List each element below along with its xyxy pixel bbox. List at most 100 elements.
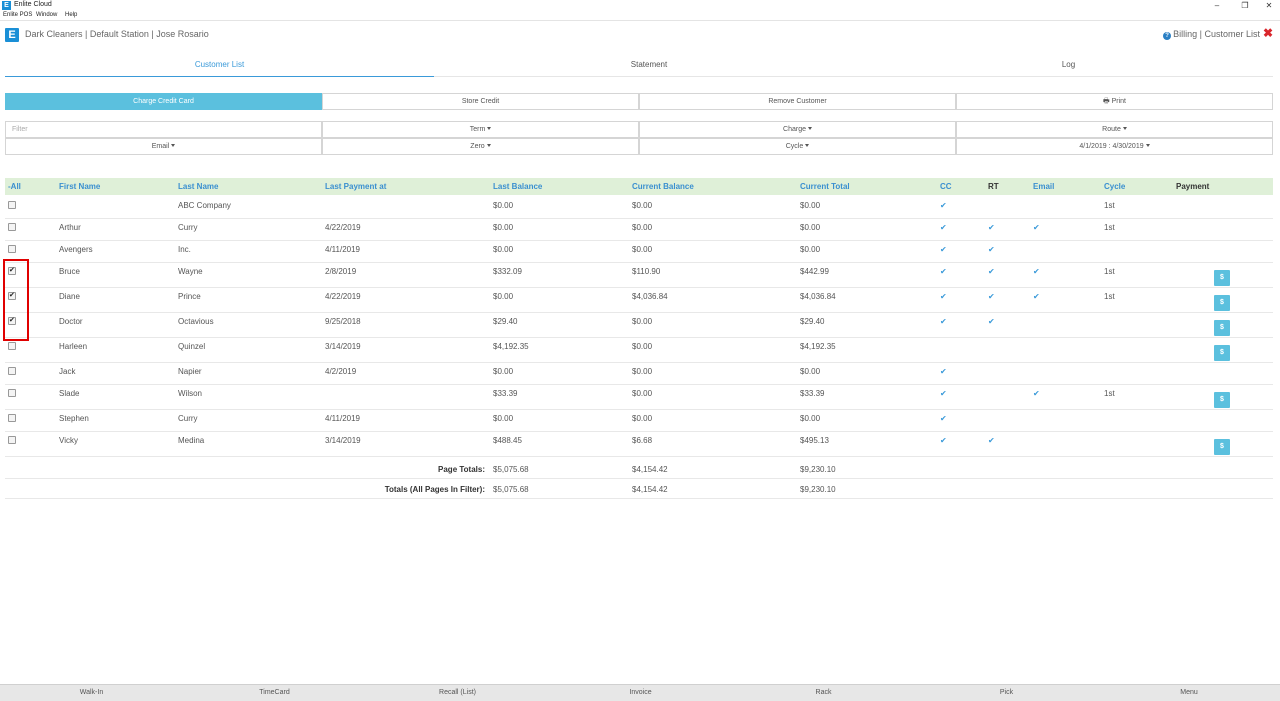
table-row: Vicky Medina 3/14/2019 $488.45 $6.68 $495.13 ✔… bbox=[5, 432, 1273, 457]
column-header-current-balance[interactable]: Current Balance bbox=[632, 182, 694, 191]
row-select-checkbox[interactable] bbox=[8, 223, 16, 231]
chevron-down-icon bbox=[807, 127, 812, 130]
window-close-button[interactable]: ✕ bbox=[1265, 1, 1273, 10]
email-dropdown[interactable]: Email bbox=[5, 138, 322, 155]
column-header-last-payment[interactable]: Last Payment at bbox=[325, 182, 387, 191]
print-button[interactable]: 🖶 Print bbox=[956, 93, 1273, 110]
last-balance-cell: $0.00 bbox=[493, 414, 514, 423]
cc-check-icon: ✔ bbox=[940, 292, 947, 301]
column-header-last-name[interactable]: Last Name bbox=[178, 182, 219, 191]
bottom-timecard-button[interactable]: TimeCard bbox=[259, 689, 290, 696]
column-header-last-balance[interactable]: Last Balance bbox=[493, 182, 543, 191]
payment-button[interactable]: $ bbox=[1214, 269, 1230, 286]
last-name-cell: Octavious bbox=[178, 317, 214, 326]
row-select-checkbox[interactable] bbox=[8, 414, 16, 422]
bottom-pick-button[interactable]: Pick bbox=[999, 689, 1014, 696]
all-totals-row: Totals (All Pages In Filter): $5,075.68 … bbox=[5, 479, 1273, 499]
current-total-cell: $0.00 bbox=[800, 201, 821, 210]
store-credit-button[interactable]: Store Credit bbox=[322, 93, 639, 110]
cc-check-icon: ✔ bbox=[940, 317, 947, 326]
row-select-checkbox[interactable] bbox=[8, 245, 16, 253]
page-total-current-total: $9,230.10 bbox=[800, 465, 836, 474]
bottom-recall-list-button[interactable]: Recall (List) bbox=[439, 689, 476, 696]
first-name-cell: Slade bbox=[59, 389, 80, 398]
charge-credit-card-button[interactable]: Charge Credit Card bbox=[5, 93, 322, 110]
app-icon: E bbox=[2, 1, 11, 10]
last-name-cell: Inc. bbox=[178, 245, 191, 254]
last-payment-cell: 2/8/2019 bbox=[325, 267, 357, 276]
column-header-cc[interactable]: CC bbox=[940, 182, 952, 191]
bottom-walk-in-button[interactable]: Walk-In bbox=[79, 689, 104, 696]
select-all-toggle[interactable]: -All bbox=[8, 182, 21, 191]
bottom-invoice-button[interactable]: Invoice bbox=[629, 689, 652, 696]
chevron-down-icon bbox=[1122, 127, 1127, 130]
last-name-cell: Quinzel bbox=[178, 342, 206, 351]
last-payment-cell: 9/25/2018 bbox=[325, 317, 361, 326]
term-dropdown[interactable]: Term bbox=[322, 121, 639, 138]
payment-button[interactable]: $ bbox=[1214, 319, 1230, 336]
current-total-cell: $0.00 bbox=[800, 223, 821, 232]
first-name-cell: Vicky bbox=[59, 436, 78, 445]
tab-statement[interactable]: Statement bbox=[630, 60, 668, 69]
table-row: Slade Wilson $33.39 $0.00 $33.39 ✔ ✔ 1st $ bbox=[5, 385, 1273, 410]
tab-customer-list[interactable]: Customer List bbox=[5, 56, 434, 77]
date-range-dropdown[interactable]: 4/1/2019 : 4/30/2019 bbox=[956, 138, 1273, 155]
table-header: -All First Name Last Name Last Payment a… bbox=[5, 178, 1273, 195]
charge-dropdown[interactable]: Charge bbox=[639, 121, 956, 138]
last-balance-cell: $0.00 bbox=[493, 223, 514, 232]
payment-button[interactable]: $ bbox=[1214, 294, 1230, 311]
zero-dropdown[interactable]: Zero bbox=[322, 138, 639, 155]
row-select-checkbox[interactable] bbox=[8, 367, 16, 375]
rt-check-icon: ✔ bbox=[988, 223, 995, 232]
last-balance-cell: $4,192.35 bbox=[493, 342, 529, 351]
row-select-checkbox[interactable] bbox=[8, 436, 16, 444]
last-name-cell: Curry bbox=[178, 414, 198, 423]
last-name-cell: ABC Company bbox=[178, 201, 231, 210]
rt-check-icon: ✔ bbox=[988, 267, 995, 276]
close-icon[interactable]: ✖ bbox=[1262, 26, 1273, 40]
cc-check-icon: ✔ bbox=[940, 389, 947, 398]
billing-help-link[interactable]: ? Billing | Customer List bbox=[1163, 29, 1260, 40]
last-payment-cell: 4/2/2019 bbox=[325, 367, 357, 376]
billing-label: Billing | Customer List bbox=[1173, 29, 1260, 39]
bottom-rack-button[interactable]: Rack bbox=[815, 689, 832, 696]
column-header-first-name[interactable]: First Name bbox=[59, 182, 101, 191]
row-select-checkbox[interactable] bbox=[8, 266, 16, 275]
cc-check-icon: ✔ bbox=[940, 267, 947, 276]
payment-button[interactable]: $ bbox=[1214, 391, 1230, 408]
table-row: Stephen Curry 4/11/2019 $0.00 $0.00 $0.00 ✔ bbox=[5, 410, 1273, 432]
remove-customer-button[interactable]: Remove Customer bbox=[639, 93, 956, 110]
rt-check-icon: ✔ bbox=[988, 317, 995, 326]
current-balance-cell: $0.00 bbox=[632, 223, 653, 232]
route-dropdown[interactable]: Route bbox=[956, 121, 1273, 138]
minimize-button[interactable]: – bbox=[1214, 1, 1220, 10]
row-select-checkbox[interactable] bbox=[8, 201, 16, 209]
payment-button[interactable]: $ bbox=[1214, 344, 1230, 361]
current-balance-cell: $4,036.84 bbox=[632, 292, 668, 301]
last-balance-cell: $0.00 bbox=[493, 245, 514, 254]
filter-input[interactable]: Filter bbox=[5, 121, 322, 138]
chevron-down-icon bbox=[805, 144, 810, 147]
all-total-current-balance: $4,154.42 bbox=[632, 485, 668, 494]
payment-button[interactable]: $ bbox=[1214, 438, 1230, 455]
current-total-cell: $0.00 bbox=[800, 414, 821, 423]
column-header-rt[interactable]: RT bbox=[988, 182, 999, 191]
row-select-checkbox[interactable] bbox=[8, 316, 16, 325]
row-select-checkbox[interactable] bbox=[8, 389, 16, 397]
column-header-current-total[interactable]: Current Total bbox=[800, 182, 850, 191]
cycle-cell: 1st bbox=[1104, 267, 1115, 276]
tab-log[interactable]: Log bbox=[1061, 60, 1076, 69]
menu-enlite-pos[interactable]: Enlite POS bbox=[3, 12, 33, 18]
chevron-down-icon bbox=[171, 144, 176, 147]
bottom-menu-button[interactable]: Menu bbox=[1180, 689, 1198, 696]
row-select-checkbox[interactable] bbox=[8, 291, 16, 300]
cc-check-icon: ✔ bbox=[940, 201, 947, 210]
menu-window[interactable]: Window bbox=[36, 12, 58, 18]
column-header-email[interactable]: Email bbox=[1033, 182, 1055, 191]
column-header-cycle[interactable]: Cycle bbox=[1104, 182, 1126, 191]
cycle-dropdown[interactable]: Cycle bbox=[639, 138, 956, 155]
row-select-checkbox[interactable] bbox=[8, 342, 16, 350]
last-name-cell: Wilson bbox=[178, 389, 203, 398]
menu-help[interactable]: Help bbox=[65, 12, 78, 18]
restore-button[interactable]: ❐ bbox=[1241, 1, 1249, 10]
